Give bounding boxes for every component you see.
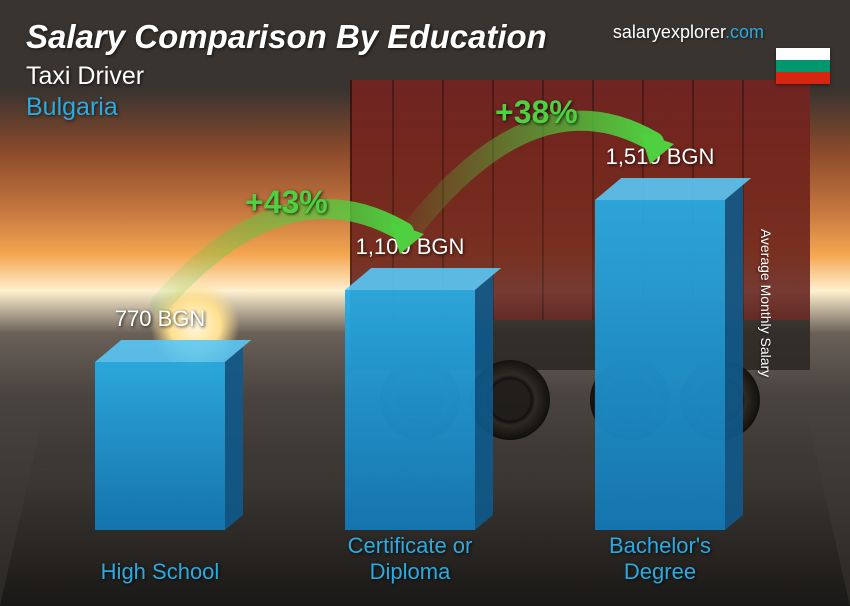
bar-group: 1,100 BGN: [330, 290, 490, 530]
bar-side: [725, 185, 743, 530]
bar-group: 1,510 BGN: [580, 200, 740, 530]
increase-percent: +43%: [245, 184, 328, 221]
bar: [95, 362, 225, 530]
bar: [595, 200, 725, 530]
bar-label: High School: [60, 559, 260, 584]
watermark-brand: salaryexplorer: [613, 22, 725, 42]
watermark: salaryexplorer.com: [613, 22, 764, 43]
flag-stripe: [776, 48, 830, 60]
bar-front: [595, 200, 725, 530]
flag-stripe: [776, 72, 830, 84]
bar-value: 770 BGN: [70, 306, 250, 332]
bar-group: 770 BGN: [80, 362, 240, 530]
chart-subtitle: Taxi Driver: [26, 62, 547, 91]
chart-title: Salary Comparison By Education: [26, 18, 547, 56]
watermark-tld: .com: [725, 22, 764, 42]
bar-side: [475, 275, 493, 530]
bar: [345, 290, 475, 530]
flag-icon: [776, 48, 830, 84]
flag-stripe: [776, 60, 830, 72]
bar-front: [95, 362, 225, 530]
bar-chart: 770 BGNHigh School1,100 BGNCertificate o…: [50, 104, 800, 584]
bar-side: [225, 347, 243, 530]
bar-value: 1,100 BGN: [320, 234, 500, 260]
increase-percent: +38%: [495, 94, 578, 131]
bar-label: Bachelor'sDegree: [560, 533, 760, 584]
bar-label: Certificate orDiploma: [310, 533, 510, 584]
bar-front: [345, 290, 475, 530]
bar-value: 1,510 BGN: [570, 144, 750, 170]
